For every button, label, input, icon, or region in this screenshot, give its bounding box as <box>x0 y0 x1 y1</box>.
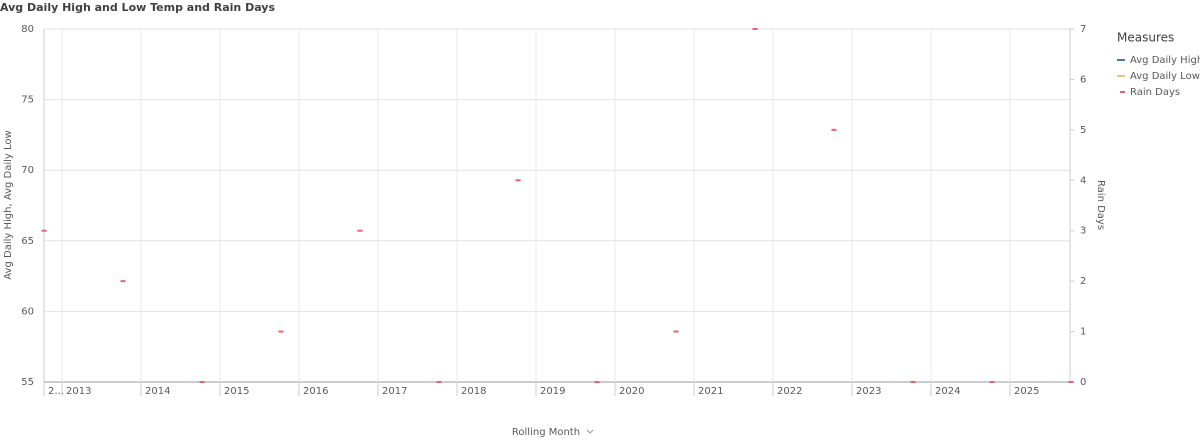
y2-tick-label: 7 <box>1080 24 1086 35</box>
y-tick-label: 70 <box>21 165 34 176</box>
x-tick-label: 2023 <box>856 386 881 397</box>
rain-dash <box>831 128 837 131</box>
x-tick-label: 2020 <box>619 386 644 397</box>
y2-tick-label: 5 <box>1080 125 1086 136</box>
x-tick-label: 2025 <box>1014 386 1039 397</box>
y-tick-label: 55 <box>21 377 34 388</box>
x-tick-label: 2022 <box>777 386 802 397</box>
x-tick-label: 2015 <box>224 386 249 397</box>
legend-label: Avg Daily Low <box>1130 71 1200 82</box>
rain-dash <box>1068 381 1074 383</box>
rain-dash <box>594 381 600 383</box>
rain-dash <box>120 280 126 283</box>
x-tick-label: 2017 <box>382 386 407 397</box>
x-tick-label: 2019 <box>540 386 565 397</box>
legend-title: Measures <box>1117 31 1174 45</box>
rain-dash <box>436 381 442 383</box>
x-tick-label: 2013 <box>66 386 91 397</box>
rain-dash <box>199 381 205 383</box>
chart-title: Avg Daily High and Low Temp and Rain Day… <box>0 1 275 14</box>
x-axis-title: Rolling Month <box>512 427 580 438</box>
x-tick-label: 2… <box>48 386 64 397</box>
legend-label: Avg Daily High <box>1130 55 1200 66</box>
rain-dash <box>278 330 284 333</box>
y-tick-label: 80 <box>21 24 34 35</box>
dropdown-chevron[interactable] <box>586 429 594 434</box>
y2-tick-label: 4 <box>1080 175 1086 186</box>
x-tick-label: 2016 <box>303 386 328 397</box>
rain-dash <box>910 381 916 383</box>
x-tick-label: 2014 <box>145 386 170 397</box>
y-axis-title: Avg Daily High, Avg Daily Low <box>3 130 14 279</box>
y2-tick-label: 3 <box>1080 226 1086 237</box>
rain-dash <box>41 229 47 232</box>
rain-dash <box>357 229 363 232</box>
y2-tick-label: 6 <box>1080 74 1086 85</box>
y-tick-label: 60 <box>21 306 34 317</box>
x-tick-label: 2018 <box>461 386 486 397</box>
legend-swatch <box>1120 91 1125 93</box>
y2-axis-title: Rain Days <box>1095 180 1106 230</box>
x-tick-label: 2021 <box>698 386 723 397</box>
rain-dash <box>989 381 995 383</box>
y2-tick-label: 2 <box>1080 276 1086 287</box>
y-tick-label: 65 <box>21 236 34 247</box>
y2-tick-label: 1 <box>1080 327 1086 338</box>
y-tick-label: 75 <box>21 95 34 106</box>
rain-dash <box>752 28 758 30</box>
x-tick-label: 2024 <box>935 386 960 397</box>
y2-tick-label: 0 <box>1080 377 1086 388</box>
rain-dash <box>673 330 679 333</box>
rain-dash <box>515 179 521 182</box>
legend-label: Rain Days <box>1130 87 1180 98</box>
